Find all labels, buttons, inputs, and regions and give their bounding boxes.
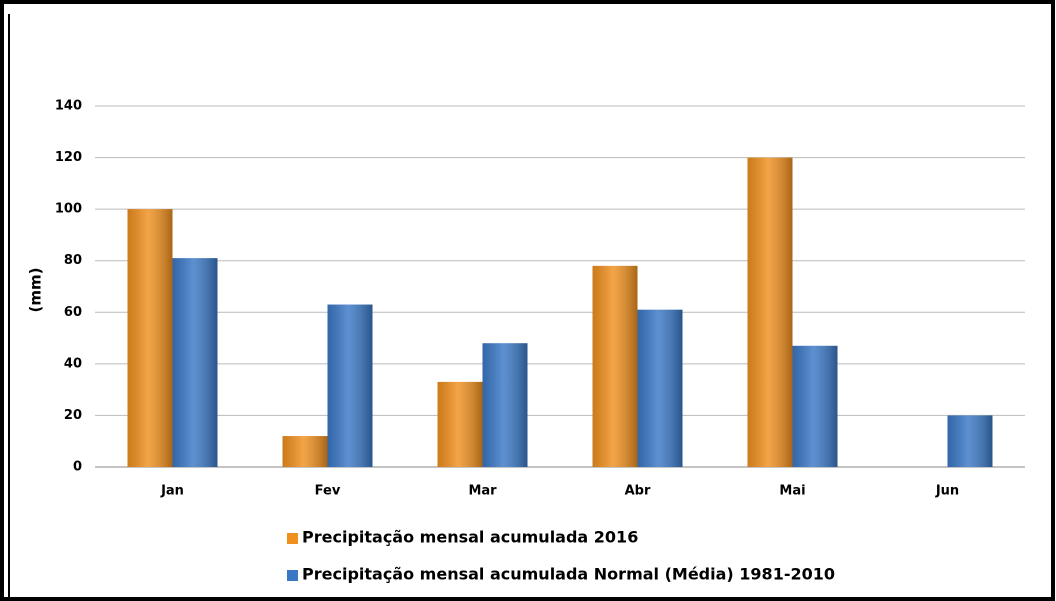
bar-shade [327, 304, 373, 467]
x-tick-label: Jan [160, 484, 184, 499]
bar-shade [747, 157, 793, 468]
y-tick-label: 100 [55, 202, 82, 217]
bar-shade [947, 415, 993, 467]
bar-shade [282, 436, 328, 467]
bar-shade [437, 381, 483, 467]
bar-shade [172, 258, 218, 467]
bar-shade [637, 309, 683, 467]
x-tick-label: Mar [468, 484, 497, 499]
x-tick-label: Abr [625, 484, 651, 499]
legend-label: Precipitação mensal acumulada 2016 [302, 528, 638, 547]
y-tick-label: 20 [64, 408, 82, 423]
y-tick-label: 140 [55, 99, 82, 114]
legend-label: Precipitação mensal acumulada Normal (Mé… [302, 565, 835, 584]
x-tick-label: Jun [935, 484, 959, 499]
x-tick-label: Mai [779, 484, 805, 499]
x-tick-label: Fev [315, 484, 341, 499]
bar-shade [592, 265, 638, 467]
y-axis-label: (mm) [27, 268, 45, 313]
bar-shade [482, 343, 528, 467]
y-tick-label: 120 [55, 150, 82, 165]
bar-shade [127, 209, 173, 467]
y-tick-label: 0 [73, 460, 82, 475]
legend-swatch [287, 570, 298, 581]
y-tick-label: 40 [64, 356, 82, 371]
y-tick-label: 60 [64, 305, 82, 320]
y-tick-label: 80 [64, 253, 82, 268]
bar-shade [792, 345, 838, 467]
legend-swatch [287, 533, 298, 544]
